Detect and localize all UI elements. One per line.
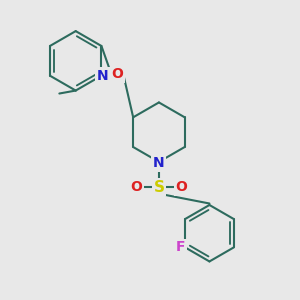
Text: S: S (153, 180, 164, 195)
Text: F: F (176, 240, 185, 254)
Text: O: O (131, 180, 142, 194)
Text: O: O (111, 67, 123, 81)
Text: N: N (153, 156, 165, 170)
Text: O: O (175, 180, 187, 194)
Text: N: N (97, 69, 109, 83)
